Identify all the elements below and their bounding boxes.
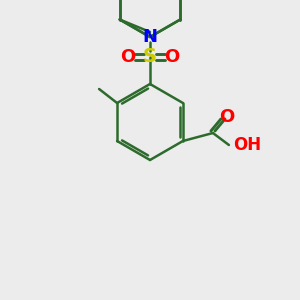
Text: S: S — [143, 47, 157, 67]
Text: N: N — [142, 28, 158, 46]
Text: O: O — [120, 48, 136, 66]
Text: O: O — [219, 108, 235, 126]
Text: O: O — [164, 48, 180, 66]
Text: OH: OH — [233, 136, 261, 154]
